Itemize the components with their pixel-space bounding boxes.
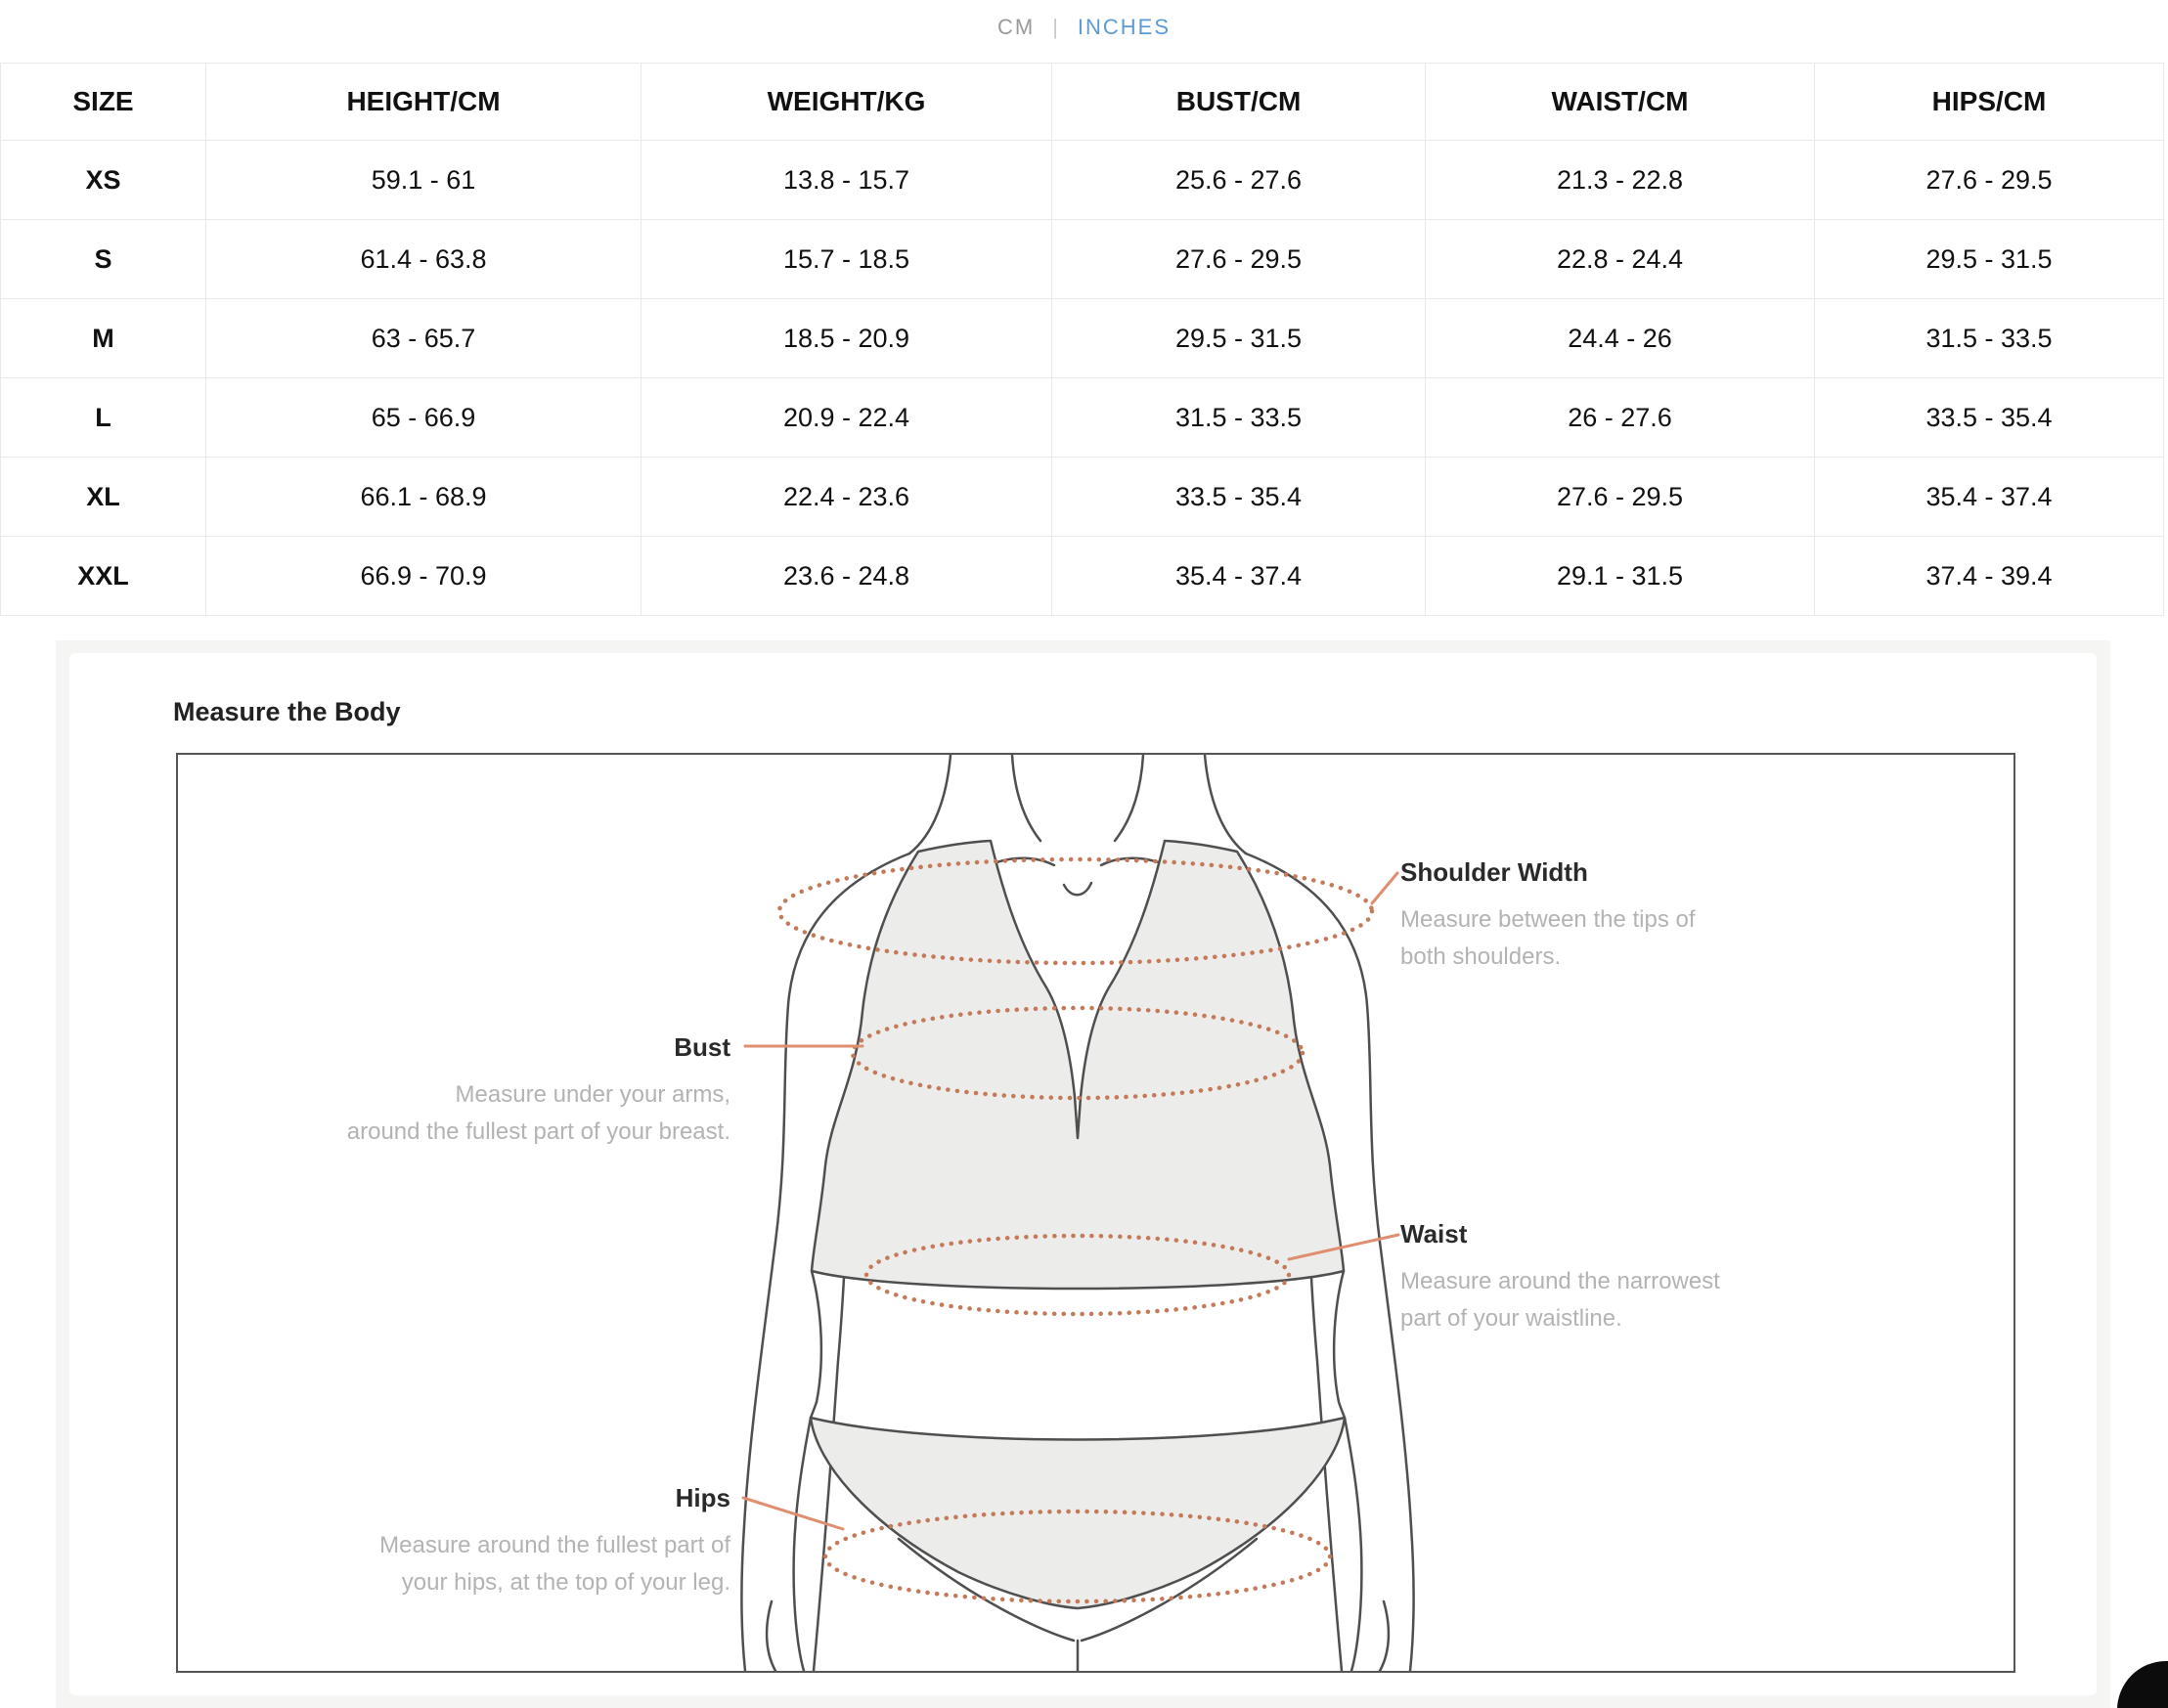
table-row-xl: XL 66.1 - 68.9 22.4 - 23.6 33.5 - 35.4 2… xyxy=(0,457,2164,537)
waist-measure-ellipse xyxy=(863,1233,1292,1317)
waist-leader-line xyxy=(1287,1233,1400,1261)
cell-waist: 22.8 - 24.4 xyxy=(1425,219,1815,299)
cell-bust: 33.5 - 35.4 xyxy=(1051,457,1426,537)
annotation-shoulder-width: Shoulder Width Measure between the tips … xyxy=(1400,857,1948,976)
cell-height: 59.1 - 61 xyxy=(205,140,642,220)
figure-crop-top xyxy=(810,839,1346,1291)
cell-size: XS xyxy=(0,140,206,220)
cell-height: 66.1 - 68.9 xyxy=(205,457,642,537)
annotation-hips: Hips Measure around the fullest part of … xyxy=(281,1483,730,1601)
column-header-bust: BUST/CM xyxy=(1051,63,1426,141)
cell-waist: 21.3 - 22.8 xyxy=(1425,140,1815,220)
cell-weight: 15.7 - 18.5 xyxy=(641,219,1052,299)
figure-box: Shoulder Width Measure between the tips … xyxy=(176,753,2015,1673)
chat-fab-button[interactable] xyxy=(2117,1661,2168,1708)
table-header-row: SIZE HEIGHT/CM WEIGHT/KG BUST/CM WAIST/C… xyxy=(0,63,2164,141)
cell-hips: 35.4 - 37.4 xyxy=(1814,457,2164,537)
shoulder-width-description: Measure between the tips of both shoulde… xyxy=(1400,906,1696,970)
column-header-hips: HIPS/CM xyxy=(1814,63,2164,141)
column-header-waist: WAIST/CM xyxy=(1425,63,1815,141)
cell-height: 61.4 - 63.8 xyxy=(205,219,642,299)
figure-neck-lines xyxy=(907,755,952,855)
waist-label: Waist xyxy=(1400,1219,1468,1248)
cell-height: 63 - 65.7 xyxy=(205,298,642,378)
cell-weight: 20.9 - 22.4 xyxy=(641,377,1052,458)
cell-weight: 13.8 - 15.7 xyxy=(641,140,1052,220)
annotation-bust: Bust Measure under your arms, around the… xyxy=(281,1032,730,1151)
table-row-s: S 61.4 - 63.8 15.7 - 18.5 27.6 - 29.5 22… xyxy=(0,219,2164,299)
cell-hips: 33.5 - 35.4 xyxy=(1814,377,2164,458)
cell-height: 65 - 66.9 xyxy=(205,377,642,458)
table-row-xs: XS 59.1 - 61 13.8 - 15.7 25.6 - 27.6 21.… xyxy=(0,140,2164,220)
unit-option-inches[interactable]: INCHES xyxy=(1077,15,1172,39)
hips-leader-line xyxy=(741,1496,845,1531)
cell-hips: 37.4 - 39.4 xyxy=(1814,536,2164,616)
table-row-xxl: XXL 66.9 - 70.9 23.6 - 24.8 35.4 - 37.4 … xyxy=(0,536,2164,616)
waist-description: Measure around the narrowest part of you… xyxy=(1400,1268,1720,1332)
table-row-m: M 63 - 65.7 18.5 - 20.9 29.5 - 31.5 24.4… xyxy=(0,298,2164,378)
cell-bust: 25.6 - 27.6 xyxy=(1051,140,1426,220)
cell-waist: 27.6 - 29.5 xyxy=(1425,457,1815,537)
cell-size: S xyxy=(0,219,206,299)
cell-size: XL xyxy=(0,457,206,537)
shoulder-leader-line xyxy=(1370,871,1399,905)
cell-weight: 22.4 - 23.6 xyxy=(641,457,1052,537)
cell-weight: 23.6 - 24.8 xyxy=(641,536,1052,616)
cell-weight: 18.5 - 20.9 xyxy=(641,298,1052,378)
cell-waist: 29.1 - 31.5 xyxy=(1425,536,1815,616)
figure-right-arm xyxy=(1244,852,1415,1671)
unit-option-cm[interactable]: CM xyxy=(996,15,1036,39)
annotation-waist: Waist Measure around the narrowest part … xyxy=(1400,1219,1948,1337)
cell-size: XXL xyxy=(0,536,206,616)
cell-bust: 35.4 - 37.4 xyxy=(1051,536,1426,616)
body-measurement-illustration xyxy=(740,755,1415,1671)
cell-hips: 27.6 - 29.5 xyxy=(1814,140,2164,220)
unit-toggle-divider: | xyxy=(1052,15,1060,39)
shoulder-measure-ellipse xyxy=(776,856,1375,966)
cell-height: 66.9 - 70.9 xyxy=(205,536,642,616)
hips-measure-ellipse xyxy=(822,1509,1333,1604)
cell-bust: 27.6 - 29.5 xyxy=(1051,219,1426,299)
column-header-size: SIZE xyxy=(0,63,206,141)
cell-hips: 29.5 - 31.5 xyxy=(1814,219,2164,299)
bust-description: Measure under your arms, around the full… xyxy=(346,1081,730,1145)
measure-title: Measure the Body xyxy=(173,697,401,726)
bust-label: Bust xyxy=(674,1032,730,1062)
shoulder-width-label: Shoulder Width xyxy=(1400,857,1588,887)
column-header-height: HEIGHT/CM xyxy=(205,63,642,141)
cell-size: M xyxy=(0,298,206,378)
cell-bust: 31.5 - 33.5 xyxy=(1051,377,1426,458)
hips-label: Hips xyxy=(675,1483,730,1512)
measure-panel: Measure the Body xyxy=(56,640,2110,1708)
hips-description: Measure around the fullest part of your … xyxy=(379,1532,730,1596)
measure-card: Measure the Body xyxy=(69,653,2097,1695)
column-header-weight: WEIGHT/KG xyxy=(641,63,1052,141)
cell-hips: 31.5 - 33.5 xyxy=(1814,298,2164,378)
cell-size: L xyxy=(0,377,206,458)
cell-bust: 29.5 - 31.5 xyxy=(1051,298,1426,378)
cell-waist: 24.4 - 26 xyxy=(1425,298,1815,378)
unit-toggle: CM | INCHES xyxy=(0,0,2168,55)
size-chart-table: SIZE HEIGHT/CM WEIGHT/KG BUST/CM WAIST/C… xyxy=(0,63,2164,616)
cell-waist: 26 - 27.6 xyxy=(1425,377,1815,458)
figure-left-arm xyxy=(740,852,911,1671)
bust-measure-ellipse xyxy=(850,1005,1305,1101)
table-row-l: L 65 - 66.9 20.9 - 22.4 31.5 - 33.5 26 -… xyxy=(0,377,2164,458)
